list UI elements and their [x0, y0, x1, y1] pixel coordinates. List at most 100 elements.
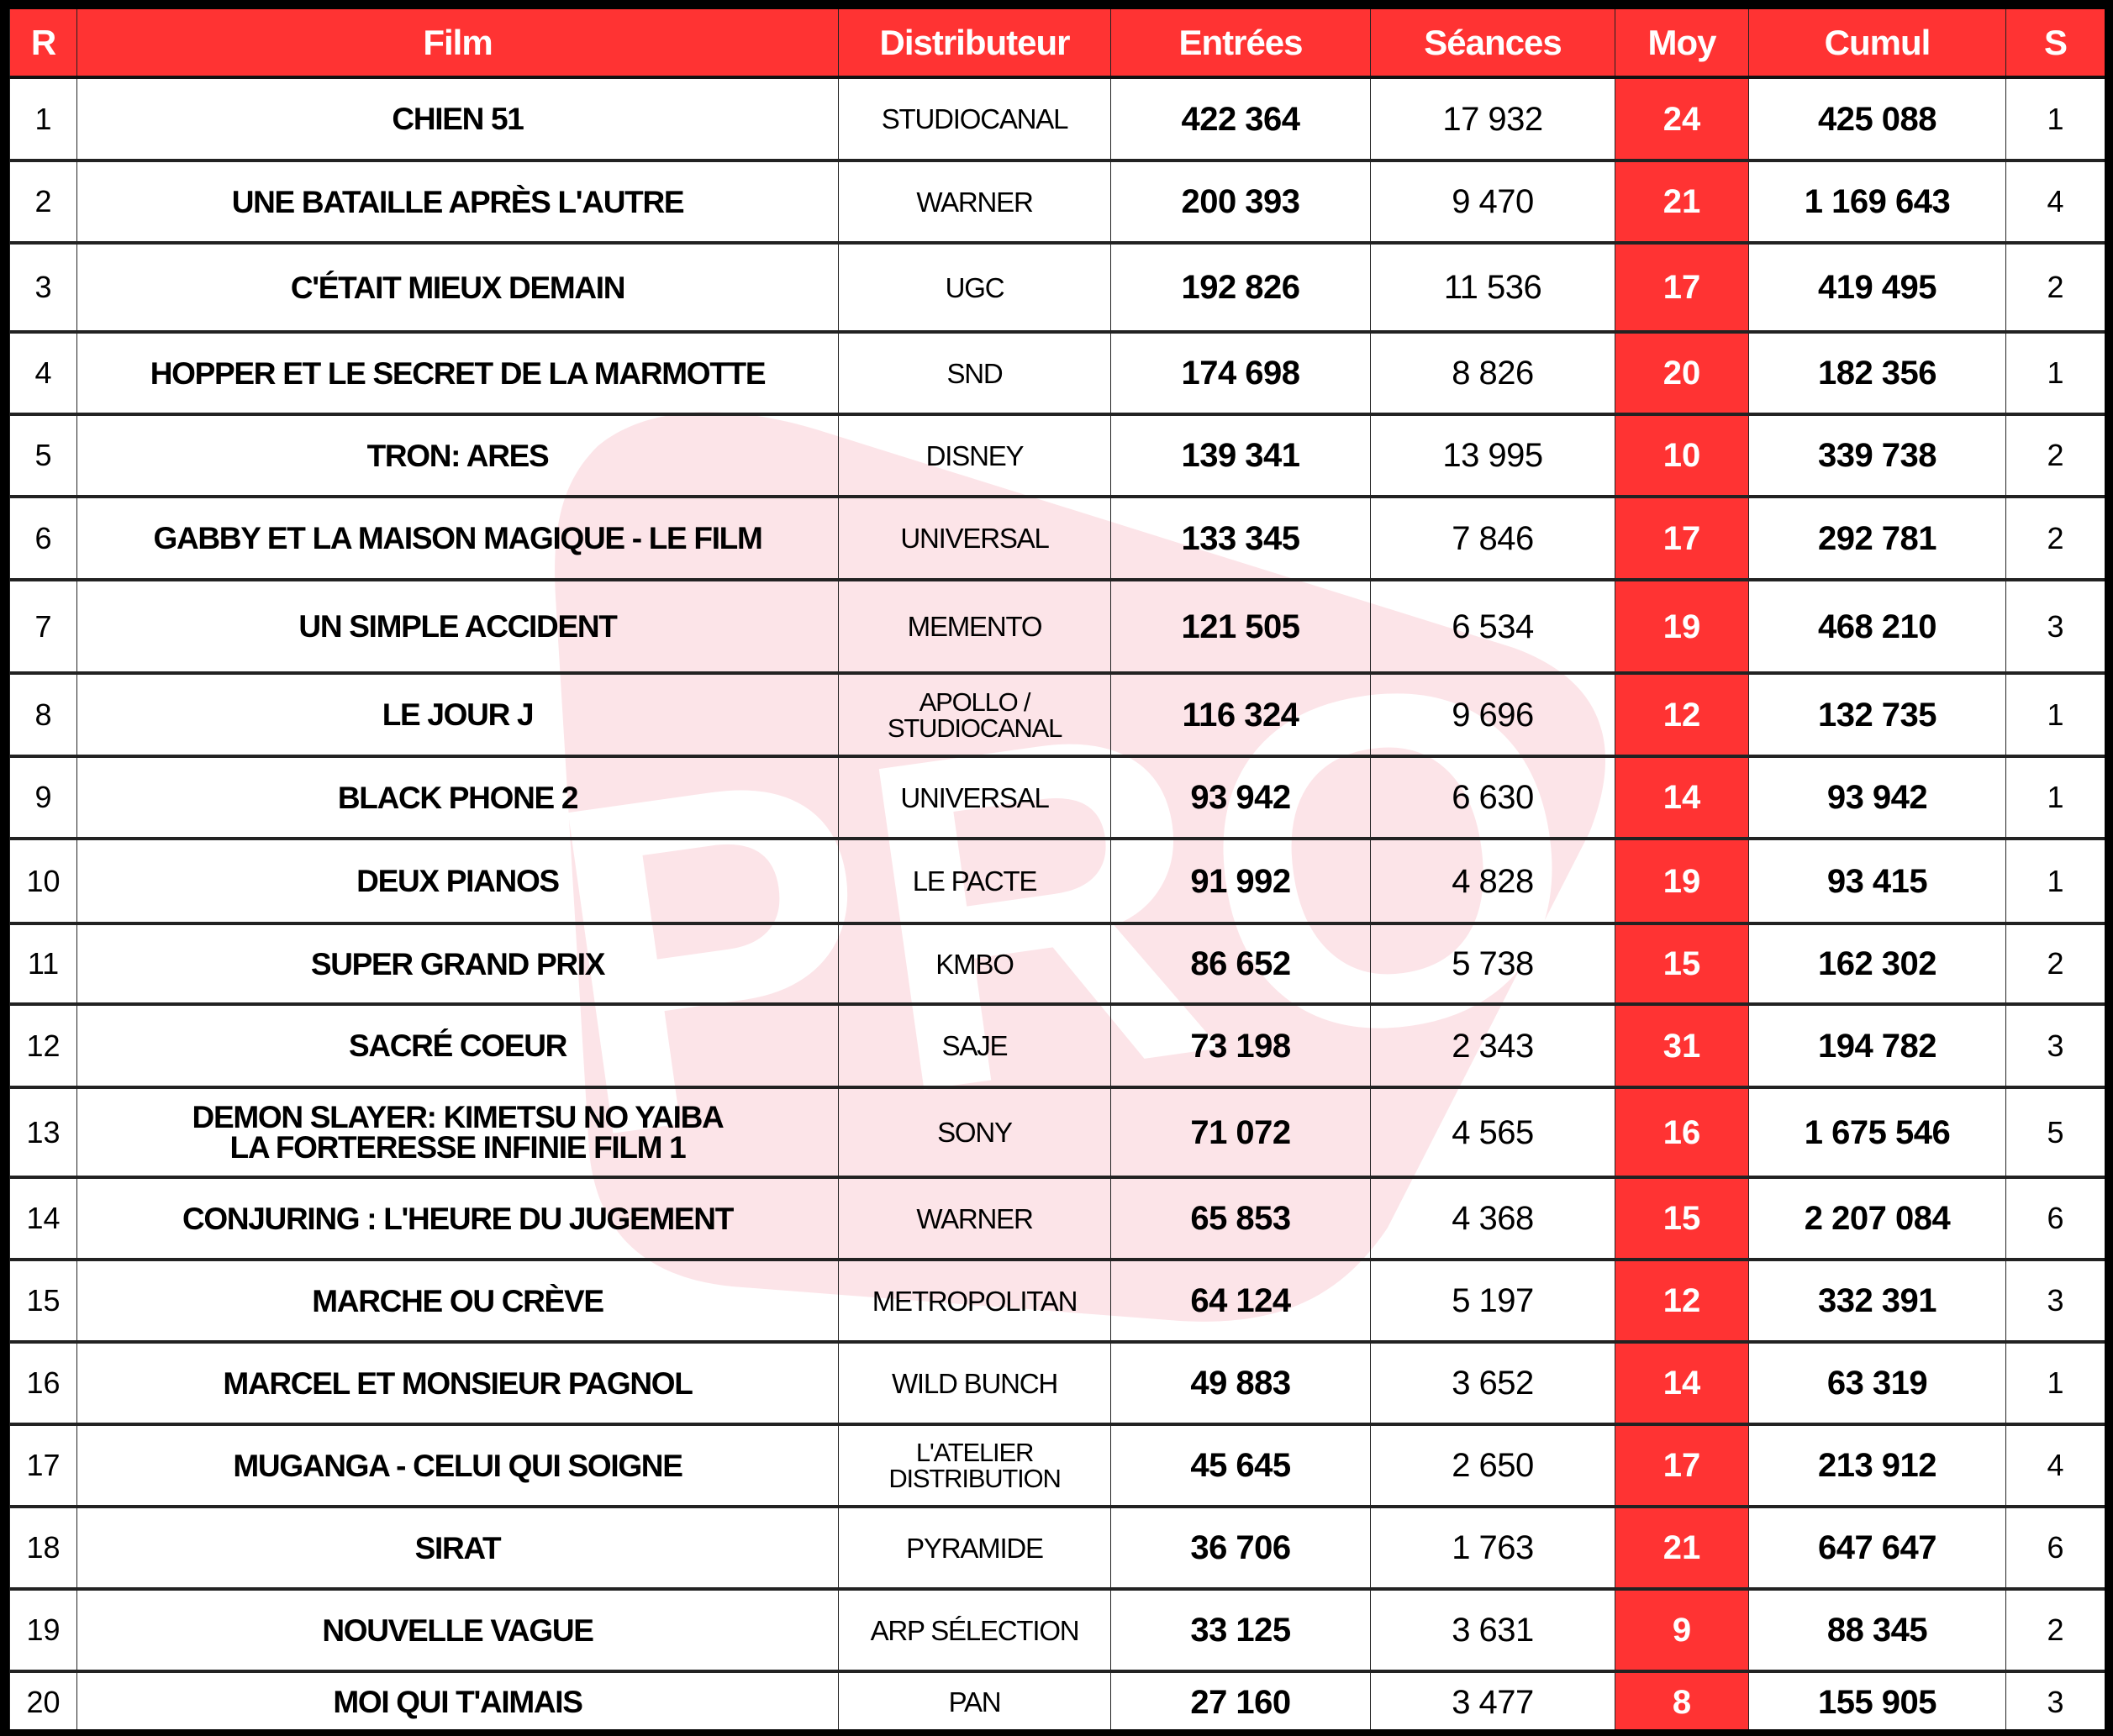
cumulative-cell: 419 495: [1748, 243, 2006, 334]
table-row: 17 MUGANGA - CELUI QUI SOIGNE L'ATELIER DI…: [9, 1424, 2105, 1508]
table-row: 5 TRON: ARES DISNEY 139 341 13 995 10 339 738 2: [9, 414, 2105, 498]
table-row: 13 DEMON SLAYER: KIMETSU NO YAIBA LA FORT…: [9, 1087, 2105, 1179]
film-title: CONJURING : L'HEURE DU JUGEMENT: [76, 1177, 839, 1261]
entries-cell: 116 324: [1110, 673, 1371, 758]
distributor-cell: WILD BUNCH: [838, 1342, 1111, 1426]
table-row: 9 BLACK PHONE 2 UNIVERSAL 93 942 6 630 14 93 9…: [9, 756, 2105, 840]
rank-cell: 1: [9, 77, 77, 162]
box-office-sheet: PRO R Film Distributeur Entrées Séances …: [9, 9, 2105, 1729]
distributor-cell: ARP SÉLECTION: [838, 1589, 1111, 1673]
sessions-cell: 17 932: [1370, 77, 1615, 162]
weeks-cell: 3: [2005, 1671, 2105, 1729]
sessions-cell: 3 652: [1370, 1342, 1615, 1426]
distributor-cell: SND: [838, 332, 1111, 416]
cumulative-cell: 93 415: [1748, 839, 2006, 925]
rank-cell: 6: [9, 497, 77, 581]
table-row: 1 CHIEN 51 STUDIOCANAL 422 364 17 932 24 425 0…: [9, 77, 2105, 162]
film-title: LE JOUR J: [76, 673, 839, 758]
distributor-cell: UNIVERSAL: [838, 756, 1111, 840]
film-title: SIRAT: [76, 1507, 839, 1591]
film-title: TRON: ARES: [76, 414, 839, 498]
entries-cell: 27 160: [1110, 1671, 1371, 1729]
entries-cell: 200 393: [1110, 160, 1371, 245]
film-title: DEUX PIANOS: [76, 839, 839, 925]
film-title: SUPER GRAND PRIX: [76, 923, 839, 1006]
average-cell: 8: [1615, 1671, 1749, 1729]
table-row: 20 MOI QUI T'AIMAIS PAN 27 160 3 477 8 155 905…: [9, 1671, 2105, 1729]
cumulative-cell: 93 942: [1748, 756, 2006, 840]
average-cell: 24: [1615, 77, 1749, 162]
average-cell: 12: [1615, 1260, 1749, 1344]
box-office-table: R Film Distributeur Entrées Séances Moy …: [9, 9, 2105, 1729]
film-title: UN SIMPLE ACCIDENT: [76, 580, 839, 675]
rank-cell: 9: [9, 756, 77, 840]
distributor-cell: WARNER: [838, 160, 1111, 245]
rank-cell: 5: [9, 414, 77, 498]
rank-cell: 12: [9, 1004, 77, 1089]
average-cell: 31: [1615, 1004, 1749, 1089]
rank-cell: 14: [9, 1177, 77, 1261]
rank-cell: 7: [9, 580, 77, 675]
average-cell: 17: [1615, 1424, 1749, 1508]
table-row: 4 HOPPER ET LE SECRET DE LA MARMOTTE SND 17…: [9, 332, 2105, 416]
sessions-cell: 9 470: [1370, 160, 1615, 245]
weeks-cell: 3: [2005, 1004, 2105, 1089]
header-film: Film: [76, 9, 839, 79]
rank-cell: 19: [9, 1589, 77, 1673]
sessions-cell: 3 477: [1370, 1671, 1615, 1729]
sessions-cell: 2 650: [1370, 1424, 1615, 1508]
distributor-cell: WARNER: [838, 1177, 1111, 1261]
weeks-cell: 1: [2005, 1342, 2105, 1426]
cumulative-cell: 292 781: [1748, 497, 2006, 581]
distributor-cell: UNIVERSAL: [838, 497, 1111, 581]
entries-cell: 73 198: [1110, 1004, 1371, 1089]
rank-cell: 16: [9, 1342, 77, 1426]
table-row: 6 GABBY ET LA MAISON MAGIQUE - LE FILM UNI…: [9, 497, 2105, 581]
rank-cell: 20: [9, 1671, 77, 1729]
cumulative-cell: 132 735: [1748, 673, 2006, 758]
sessions-cell: 8 826: [1370, 332, 1615, 416]
average-cell: 9: [1615, 1589, 1749, 1673]
distributor-cell: LE PACTE: [838, 839, 1111, 925]
average-cell: 12: [1615, 673, 1749, 758]
distributor-cell: SAJE: [838, 1004, 1111, 1089]
rank-cell: 11: [9, 923, 77, 1006]
table-row: 7 UN SIMPLE ACCIDENT MEMENTO 121 505 6 534 19…: [9, 580, 2105, 675]
weeks-cell: 1: [2005, 673, 2105, 758]
weeks-cell: 1: [2005, 839, 2105, 925]
cumulative-cell: 1 169 643: [1748, 160, 2006, 245]
distributor-cell: PYRAMIDE: [838, 1507, 1111, 1591]
entries-cell: 422 364: [1110, 77, 1371, 162]
cumulative-cell: 162 302: [1748, 923, 2006, 1006]
entries-cell: 49 883: [1110, 1342, 1371, 1426]
average-cell: 21: [1615, 160, 1749, 245]
entries-cell: 174 698: [1110, 332, 1371, 416]
weeks-cell: 1: [2005, 332, 2105, 416]
header-rank: R: [9, 9, 77, 79]
entries-cell: 33 125: [1110, 1589, 1371, 1673]
cumulative-cell: 425 088: [1748, 77, 2006, 162]
average-cell: 17: [1615, 243, 1749, 334]
entries-cell: 45 645: [1110, 1424, 1371, 1508]
sessions-cell: 3 631: [1370, 1589, 1615, 1673]
cumulative-cell: 63 319: [1748, 1342, 2006, 1426]
table-row: 2 UNE BATAILLE APRÈS L'AUTRE WARNER 200 393…: [9, 160, 2105, 245]
sessions-cell: 6 534: [1370, 580, 1615, 675]
table-row: 14 CONJURING : L'HEURE DU JUGEMENT WARNER 6…: [9, 1177, 2105, 1261]
sessions-cell: 1 763: [1370, 1507, 1615, 1591]
distributor-cell: APOLLO / STUDIOCANAL: [838, 673, 1111, 758]
average-cell: 16: [1615, 1087, 1749, 1179]
header-sessions: Séances: [1370, 9, 1615, 79]
header-entries: Entrées: [1110, 9, 1371, 79]
sessions-cell: 11 536: [1370, 243, 1615, 334]
table-row: 16 MARCEL ET MONSIEUR PAGNOL WILD BUNCH 49 …: [9, 1342, 2105, 1426]
film-title: BLACK PHONE 2: [76, 756, 839, 840]
film-title: MARCEL ET MONSIEUR PAGNOL: [76, 1342, 839, 1426]
weeks-cell: 5: [2005, 1087, 2105, 1179]
cumulative-cell: 194 782: [1748, 1004, 2006, 1089]
distributor-cell: STUDIOCANAL: [838, 77, 1111, 162]
film-title: SACRÉ COEUR: [76, 1004, 839, 1089]
film-title: MARCHE OU CRÈVE: [76, 1260, 839, 1344]
weeks-cell: 2: [2005, 497, 2105, 581]
weeks-cell: 3: [2005, 580, 2105, 675]
